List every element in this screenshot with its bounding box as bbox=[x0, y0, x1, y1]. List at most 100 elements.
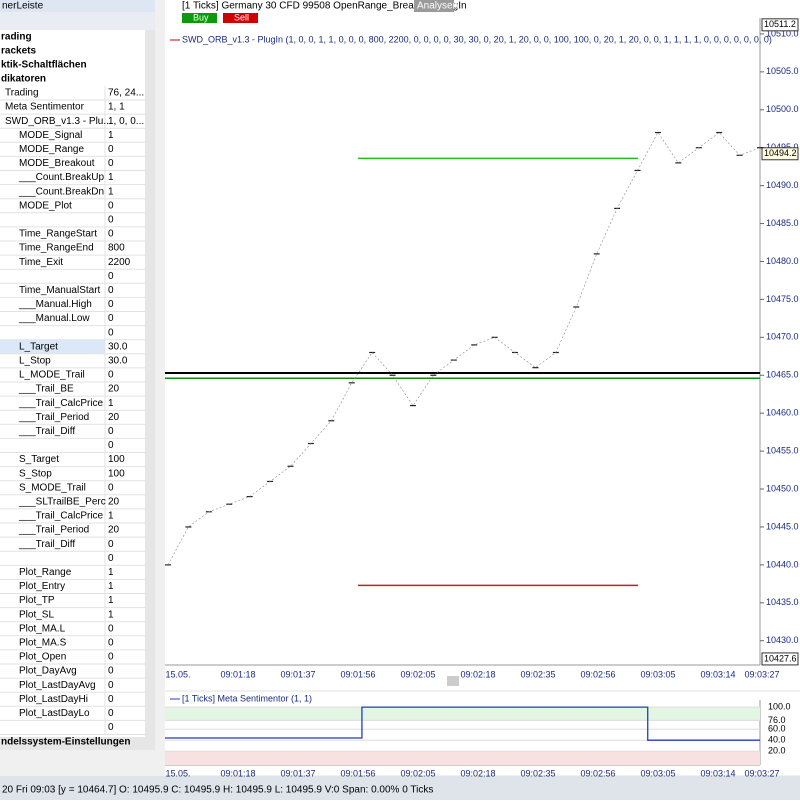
property-value[interactable]: 0 bbox=[108, 426, 114, 437]
property-name[interactable]: Time_ManualStart bbox=[19, 285, 101, 296]
property-value[interactable]: 0 bbox=[108, 722, 114, 733]
property-value[interactable]: 0 bbox=[108, 694, 114, 705]
property-value[interactable]: 30.0 bbox=[108, 356, 128, 367]
scroll-thumb[interactable] bbox=[447, 676, 459, 686]
property-name[interactable]: MODE_Signal bbox=[19, 130, 82, 141]
property-name[interactable]: S_Target bbox=[19, 454, 59, 465]
property-value[interactable]: 20 bbox=[108, 497, 120, 508]
bearish-zone bbox=[165, 751, 760, 765]
property-name[interactable]: Time_Exit bbox=[19, 257, 63, 268]
property-name[interactable]: Plot_LastDayHi bbox=[19, 694, 88, 705]
property-name[interactable]: Plot_Open bbox=[19, 652, 66, 663]
section-header: dikatoren bbox=[1, 74, 46, 85]
property-value[interactable]: 0 bbox=[108, 370, 114, 381]
property-name[interactable]: ___Trail_Diff bbox=[18, 539, 75, 550]
property-value[interactable]: 0 bbox=[108, 482, 114, 493]
property-value[interactable]: 0 bbox=[108, 623, 114, 634]
sell-button[interactable] bbox=[223, 13, 258, 23]
property-name[interactable]: ___SLTrailBE_Perc bbox=[18, 497, 106, 508]
property-value[interactable]: 0 bbox=[108, 200, 114, 211]
property-name[interactable]: Time_RangeEnd bbox=[19, 243, 94, 254]
buy-button[interactable] bbox=[182, 13, 217, 23]
property-name[interactable]: MODE_Breakout bbox=[19, 158, 95, 169]
x-tick-label: 09:01:37 bbox=[280, 768, 315, 778]
property-value[interactable]: 30.0 bbox=[108, 341, 128, 352]
property-value[interactable]: 0 bbox=[108, 313, 114, 324]
property-value[interactable]: 1 bbox=[108, 609, 114, 620]
property-value[interactable]: 0 bbox=[108, 440, 114, 451]
property-name[interactable]: L_Target bbox=[19, 341, 58, 352]
property-name[interactable]: L_Stop bbox=[19, 356, 51, 367]
y-tick-label: 10500.0 bbox=[766, 104, 799, 114]
property-value[interactable]: 0 bbox=[108, 271, 114, 282]
property-name[interactable]: SWD_ORB_v1.3 - Plu... bbox=[5, 116, 112, 127]
property-name[interactable]: MODE_Range bbox=[19, 144, 84, 155]
property-value[interactable]: 1 bbox=[108, 186, 114, 197]
property-value[interactable]: 20 bbox=[108, 412, 120, 423]
property-value[interactable]: 0 bbox=[108, 285, 114, 296]
property-value[interactable]: 0 bbox=[108, 553, 114, 564]
property-name[interactable]: ___Count.BreakDn bbox=[18, 186, 104, 197]
property-name[interactable]: ___Manual.High bbox=[18, 299, 92, 310]
property-value[interactable]: 0 bbox=[108, 215, 114, 226]
property-value[interactable]: 0 bbox=[108, 680, 114, 691]
property-name[interactable]: ___Trail_Period bbox=[18, 525, 89, 536]
property-name[interactable]: Plot_DayAvg bbox=[19, 666, 77, 677]
property-value[interactable]: 0 bbox=[108, 158, 114, 169]
property-value[interactable]: 100 bbox=[108, 468, 125, 479]
property-value[interactable]: 0 bbox=[108, 229, 114, 240]
analysen-button[interactable] bbox=[414, 0, 454, 12]
property-name[interactable]: Trading bbox=[5, 88, 39, 99]
property-name[interactable]: Time_RangeStart bbox=[19, 229, 97, 240]
property-value[interactable]: 1, 1 bbox=[108, 102, 125, 113]
property-value[interactable]: 1 bbox=[108, 172, 114, 183]
property-name[interactable]: Plot_Entry bbox=[19, 581, 65, 592]
property-value[interactable]: 0 bbox=[108, 638, 114, 649]
property-value[interactable]: 1 bbox=[108, 595, 114, 606]
property-name[interactable]: Plot_SL bbox=[19, 609, 54, 620]
property-name[interactable]: ___Trail_Diff bbox=[18, 426, 75, 437]
property-value[interactable]: 20 bbox=[108, 384, 120, 395]
property-value[interactable]: 1 bbox=[108, 130, 114, 141]
property-name[interactable]: S_Stop bbox=[19, 468, 52, 479]
property-name[interactable]: Plot_LastDayLo bbox=[19, 708, 90, 719]
property-name[interactable]: ___Manual.Low bbox=[18, 313, 90, 324]
property-value[interactable]: 800 bbox=[108, 243, 125, 254]
y-tick-label: 100.0 bbox=[768, 702, 791, 712]
property-name[interactable]: ___Trail_CalcPrice bbox=[18, 398, 104, 409]
buy-label: Buy bbox=[193, 12, 209, 22]
property-name[interactable]: L_MODE_Trail bbox=[19, 370, 85, 381]
property-value[interactable]: 0 bbox=[108, 539, 114, 550]
property-value[interactable]: 0 bbox=[108, 708, 114, 719]
property-name[interactable]: ___Trail_Period bbox=[18, 412, 89, 423]
property-value[interactable]: 0 bbox=[108, 652, 114, 663]
property-value[interactable]: 76, 24... bbox=[108, 88, 144, 99]
toolbar[interactable] bbox=[0, 12, 155, 30]
property-name[interactable]: ___Trail_CalcPrice bbox=[18, 511, 104, 522]
property-value[interactable]: 1 bbox=[108, 567, 114, 578]
y-tick-label: 10480.0 bbox=[766, 256, 799, 266]
property-name[interactable]: Plot_MA.L bbox=[19, 623, 66, 634]
status-text: 20 Fri 09:03 [y = 10464.7] O: 10495.9 C:… bbox=[2, 785, 433, 796]
property-value[interactable]: 1, 0, 0... bbox=[108, 116, 144, 127]
property-name[interactable]: ___Trail_BE bbox=[18, 384, 74, 395]
property-value[interactable]: 2200 bbox=[108, 257, 131, 268]
property-name[interactable]: S_MODE_Trail bbox=[19, 482, 86, 493]
property-value[interactable]: 20 bbox=[108, 525, 120, 536]
property-name[interactable]: Meta Sentimentor bbox=[5, 102, 85, 113]
property-name[interactable]: ___Count.BreakUp bbox=[18, 172, 104, 183]
property-value[interactable]: 1 bbox=[108, 581, 114, 592]
property-name[interactable]: Plot_LastDayAvg bbox=[19, 680, 96, 691]
property-name[interactable]: Plot_TP bbox=[19, 595, 55, 606]
property-value[interactable]: 0 bbox=[108, 666, 114, 677]
property-value[interactable]: 1 bbox=[108, 511, 114, 522]
property-value[interactable]: 0 bbox=[108, 327, 114, 338]
scrollbar[interactable] bbox=[145, 30, 155, 750]
property-value[interactable]: 100 bbox=[108, 454, 125, 465]
property-name[interactable]: MODE_Plot bbox=[19, 200, 72, 211]
property-value[interactable]: 0 bbox=[108, 299, 114, 310]
property-name[interactable]: Plot_Range bbox=[19, 567, 72, 578]
property-value[interactable]: 1 bbox=[108, 398, 114, 409]
property-value[interactable]: 0 bbox=[108, 144, 114, 155]
property-name[interactable]: Plot_MA.S bbox=[19, 638, 67, 649]
